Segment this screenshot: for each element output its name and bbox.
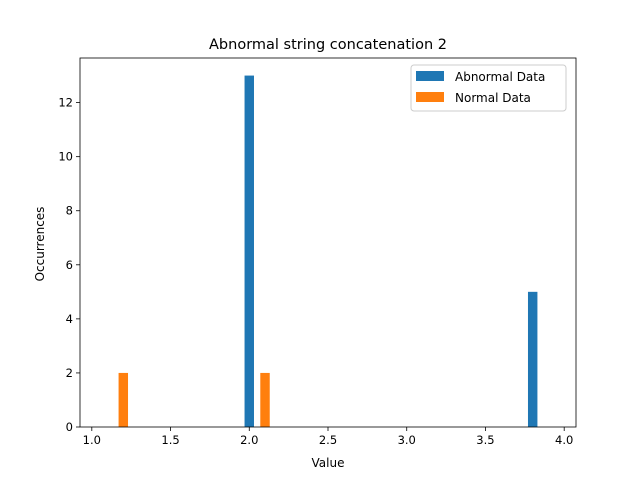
legend-swatch: [416, 92, 444, 102]
y-tick-label: 4: [66, 312, 73, 326]
axes-group: [79, 57, 577, 428]
y-tick-label: 6: [66, 258, 73, 272]
bar-normal-data-1: [260, 372, 270, 427]
legend-label: Abnormal Data: [455, 70, 545, 84]
bars-group: [118, 75, 538, 428]
x-tick-label: 2.0: [240, 433, 258, 447]
legend-box: [410, 64, 567, 112]
legend: Abnormal Data Normal Data: [410, 64, 567, 112]
x-tick-label: 4.0: [555, 433, 573, 447]
ticks-group: 1.0 1.5 2.0 2.5 3.0 3.5 4.0 0 2 4 6 8 10 12: [58, 96, 573, 447]
y-tick-label: 10: [58, 150, 73, 164]
legend-swatch: [416, 71, 444, 81]
x-tick-label: 3.0: [398, 433, 416, 447]
x-tick-label: 1.5: [161, 433, 179, 447]
legend-label: Normal Data: [455, 91, 531, 105]
plot-frame: [79, 57, 577, 428]
bar-abnormal-data-0: [244, 75, 254, 428]
y-tick-label: 0: [66, 420, 73, 434]
chart-title: Abnormal string concatenation 2: [209, 37, 447, 53]
x-axis-label: Value: [312, 456, 345, 470]
x-tick-label: 3.5: [476, 433, 494, 447]
x-tick-label: 2.5: [319, 433, 337, 447]
bar-abnormal-data-1: [527, 291, 538, 427]
y-tick-label: 8: [66, 204, 73, 218]
x-tick-label: 1.0: [83, 433, 101, 447]
bar-normal-data-0: [118, 372, 129, 427]
y-tick-label: 12: [58, 96, 73, 110]
y-tick-label: 2: [66, 366, 73, 380]
y-axis-label: Occurrences: [33, 207, 47, 282]
